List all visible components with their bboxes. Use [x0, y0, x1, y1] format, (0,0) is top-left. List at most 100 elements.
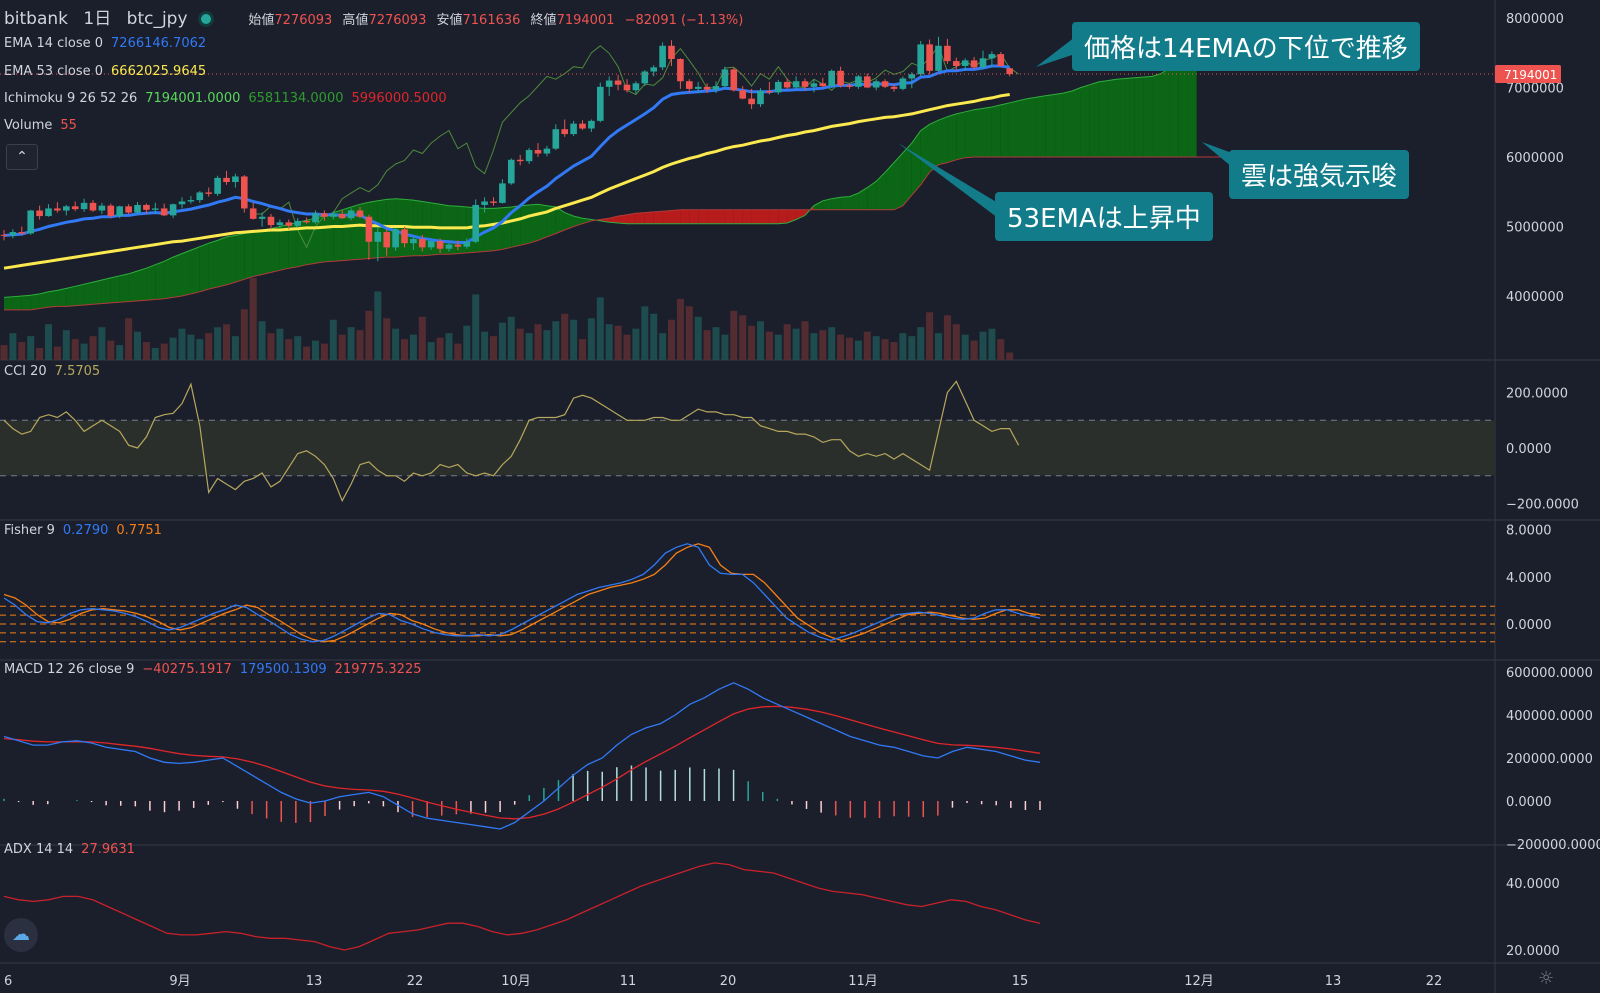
- volume-bar-15: [134, 331, 141, 360]
- close-value: 7194001: [556, 13, 615, 28]
- volume-bar-111: [988, 328, 996, 360]
- candle-body-6: [54, 208, 61, 211]
- volume-bar-113: [1006, 352, 1014, 360]
- volume-bar-49: [436, 337, 444, 360]
- legend-fisher[interactable]: Fisher 9 0.2790 0.7751: [4, 523, 162, 538]
- volume-bar-45: [401, 339, 408, 360]
- candle-body-108: [961, 60, 969, 66]
- candle-body-9: [80, 202, 88, 210]
- cloud-segment-104: [929, 120, 939, 173]
- candle-body-101: [899, 78, 907, 89]
- candle-body-99: [881, 81, 889, 87]
- cloud-segment-34: [306, 218, 316, 265]
- candle-body-76: [677, 59, 684, 82]
- cloud-segment-75: [671, 209, 681, 224]
- cloud-segment-101: [902, 143, 912, 206]
- volume-bar-86: [765, 331, 773, 360]
- candle-body-67: [597, 86, 604, 121]
- volume-bar-66: [587, 318, 595, 360]
- cloud-segment-76: [680, 209, 690, 224]
- candle-body-60: [534, 150, 542, 154]
- cloud-segment-111: [991, 104, 1001, 157]
- x-tick-3: 22: [407, 974, 424, 989]
- volume-bar-34: [303, 346, 311, 360]
- legend-cci[interactable]: CCI 20 7.5705: [4, 364, 101, 379]
- volume-bar-74: [659, 333, 667, 360]
- candle-body-19: [169, 204, 177, 216]
- legend-ichimoku[interactable]: Ichimoku 9 26 52 26 7194001.0000 6581134.0…: [4, 91, 447, 106]
- interval-label[interactable]: 1日: [83, 9, 112, 29]
- candle-body-32: [285, 222, 293, 226]
- legend-ema53[interactable]: EMA 53 close 0 6662025.9645: [4, 64, 207, 79]
- price-axis-area: [1495, 0, 1600, 993]
- candle-body-20: [178, 201, 186, 205]
- cloud-segment-32: [288, 222, 298, 269]
- volume-bar-81: [721, 334, 729, 360]
- candle-body-97: [864, 76, 871, 88]
- candle-body-113: [1006, 68, 1013, 75]
- candle-body-23: [205, 192, 212, 194]
- legend-macd[interactable]: MACD 12 26 close 9 −40275.1917 179500.1309…: [4, 662, 422, 677]
- volume-bar-97: [863, 331, 871, 360]
- legend-volume[interactable]: Volume 55: [4, 118, 77, 133]
- open-value: 7276093: [274, 13, 333, 28]
- volume-bar-65: [579, 339, 586, 360]
- cloud-segment-20: [182, 250, 191, 296]
- volume-bar-4: [36, 348, 44, 360]
- cloud-segment-29: [262, 228, 271, 275]
- candle-body-86: [766, 90, 773, 93]
- macd-signal-line: [3, 705, 1041, 820]
- candle-body-0: [0, 234, 8, 236]
- volume-bar-21: [187, 334, 195, 360]
- broker-logo-icon[interactable]: ☁: [4, 918, 38, 952]
- candle-body-8: [71, 206, 79, 210]
- candle-body-53: [472, 204, 479, 242]
- cloud-segment-133: [1187, 55, 1197, 157]
- market-status-icon: [200, 13, 211, 24]
- cloud-segment-62: [555, 207, 565, 234]
- cloud-segment-128: [1143, 76, 1153, 157]
- candle-body-37: [330, 213, 337, 217]
- collapse-legend-button[interactable]: ⌃: [6, 144, 38, 170]
- macd-y-tick-3: 0.0000: [1506, 795, 1552, 810]
- volume-bar-92: [819, 330, 827, 360]
- cloud-segment-107: [956, 111, 966, 160]
- candle-body-93: [828, 70, 835, 87]
- candle-body-46: [410, 239, 417, 244]
- candle-body-70: [623, 84, 631, 91]
- senkou-span-a-line: [3, 55, 1197, 298]
- volume-bar-83: [739, 315, 747, 360]
- macd-y-tick-1: 400000.0000: [1506, 709, 1593, 724]
- candle-body-94: [837, 70, 844, 86]
- volume-bar-23: [205, 333, 213, 360]
- cloud-segment-102: [911, 130, 921, 196]
- volume-bar-11: [98, 327, 106, 360]
- legend-ema14[interactable]: EMA 14 close 0 7266146.7062: [4, 36, 207, 51]
- candle-body-29: [258, 216, 266, 219]
- volume-bar-8: [71, 339, 79, 360]
- candle-body-109: [970, 60, 978, 68]
- fisher-line: [3, 543, 1041, 643]
- cloud-segment-127: [1134, 77, 1144, 157]
- candle-body-107: [953, 61, 960, 66]
- volume-bar-47: [418, 316, 426, 360]
- candle-body-103: [917, 44, 924, 75]
- cloud-segment-97: [867, 181, 877, 210]
- cloud-segment-60: [538, 204, 547, 241]
- cloud-segment-13: [119, 273, 129, 303]
- legend-adx[interactable]: ADX 14 14 27.9631: [4, 842, 135, 857]
- volume-bar-35: [312, 340, 319, 360]
- candle-body-13: [116, 206, 123, 217]
- cloud-segment-78: [698, 209, 708, 224]
- cloud-segment-61: [546, 205, 556, 237]
- settings-gear-icon[interactable]: ☼: [1538, 968, 1555, 989]
- volume-bar-13: [116, 345, 124, 360]
- candle-body-57: [508, 159, 515, 184]
- last-price-tag: [1495, 65, 1561, 84]
- candle-body-43: [383, 232, 390, 248]
- cloud-segment-22: [199, 243, 209, 292]
- cci-band-fill: [0, 420, 1495, 476]
- candle-body-85: [757, 90, 764, 105]
- cloud-segment-71: [635, 212, 645, 224]
